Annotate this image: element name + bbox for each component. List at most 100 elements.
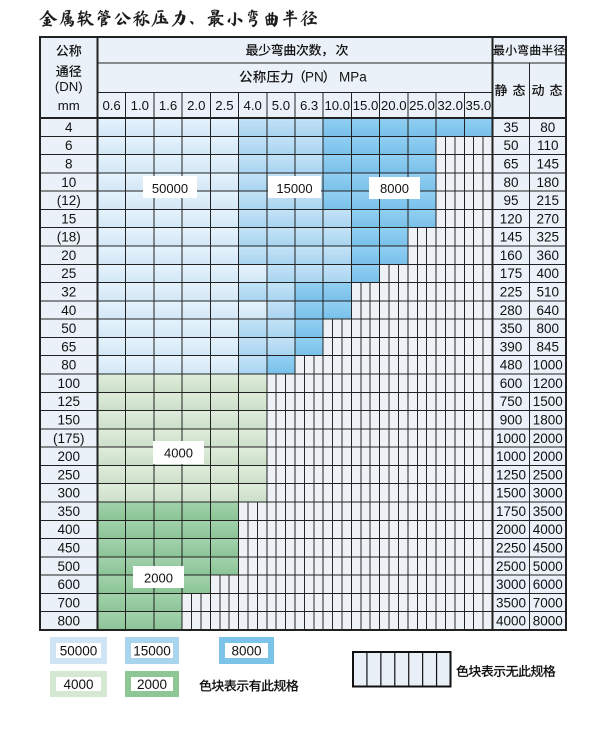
svg-text:2000: 2000 <box>144 570 173 585</box>
svg-text:40: 40 <box>61 303 76 318</box>
svg-text:175: 175 <box>500 266 523 281</box>
svg-text:PN: PN <box>305 70 324 85</box>
svg-text:6.3: 6.3 <box>300 98 318 113</box>
svg-text:32.0: 32.0 <box>437 98 463 113</box>
svg-text:300: 300 <box>57 486 80 501</box>
svg-text:3000: 3000 <box>533 486 563 501</box>
svg-text:2000: 2000 <box>137 677 167 692</box>
svg-text:4000: 4000 <box>63 677 93 692</box>
svg-text:1200: 1200 <box>533 376 563 391</box>
svg-text:15.0: 15.0 <box>353 98 379 113</box>
svg-text:1750: 1750 <box>496 504 526 519</box>
svg-text:5000: 5000 <box>533 559 563 574</box>
svg-text:8: 8 <box>65 157 73 172</box>
svg-text:15000: 15000 <box>276 181 312 196</box>
svg-text:145: 145 <box>536 157 559 172</box>
svg-text:4000: 4000 <box>533 522 563 537</box>
svg-text:6: 6 <box>65 138 73 153</box>
svg-text:20.0: 20.0 <box>381 98 407 113</box>
svg-text:15: 15 <box>61 211 76 226</box>
svg-text:100: 100 <box>57 376 80 391</box>
svg-text:(175): (175) <box>53 431 85 446</box>
svg-text:MPa: MPa <box>339 70 367 85</box>
svg-text:3500: 3500 <box>533 504 563 519</box>
svg-text:1000: 1000 <box>496 449 526 464</box>
svg-text:350: 350 <box>500 321 523 336</box>
svg-text:400: 400 <box>57 522 80 537</box>
svg-text:145: 145 <box>500 230 523 245</box>
svg-text:2000: 2000 <box>533 431 563 446</box>
svg-text:50000: 50000 <box>60 643 98 658</box>
svg-text:6000: 6000 <box>533 577 563 592</box>
svg-text:1.0: 1.0 <box>131 98 149 113</box>
svg-text:600: 600 <box>57 577 80 592</box>
svg-text:270: 270 <box>536 211 559 226</box>
svg-text:4: 4 <box>65 120 73 135</box>
svg-text:3000: 3000 <box>496 577 526 592</box>
svg-text:180: 180 <box>536 175 559 190</box>
svg-text:450: 450 <box>57 541 80 556</box>
svg-text:32: 32 <box>61 285 76 300</box>
svg-text:280: 280 <box>500 303 523 318</box>
svg-text:2500: 2500 <box>496 559 526 574</box>
svg-text:510: 510 <box>536 285 559 300</box>
svg-text:600: 600 <box>500 376 523 391</box>
svg-text:390: 390 <box>500 339 523 354</box>
svg-text:25: 25 <box>61 266 76 281</box>
svg-text:250: 250 <box>57 467 80 482</box>
svg-text:35: 35 <box>503 120 518 135</box>
svg-text:2000: 2000 <box>533 449 563 464</box>
svg-text:800: 800 <box>57 614 80 629</box>
svg-text:4000: 4000 <box>164 446 193 461</box>
svg-text:400: 400 <box>536 266 559 281</box>
svg-text:2500: 2500 <box>533 467 563 482</box>
svg-text:1000: 1000 <box>496 431 526 446</box>
svg-text:2.0: 2.0 <box>187 98 205 113</box>
svg-text:350: 350 <box>57 504 80 519</box>
svg-text:(DN): (DN) <box>55 79 83 94</box>
svg-text:8000: 8000 <box>533 614 563 629</box>
svg-text:50000: 50000 <box>152 181 188 196</box>
svg-text:10.0: 10.0 <box>324 98 350 113</box>
svg-text:200: 200 <box>57 449 80 464</box>
svg-text:4500: 4500 <box>533 541 563 556</box>
svg-text:35.0: 35.0 <box>466 98 492 113</box>
svg-text:8000: 8000 <box>380 181 409 196</box>
svg-text:120: 120 <box>500 211 523 226</box>
svg-text:80: 80 <box>540 120 555 135</box>
svg-text:640: 640 <box>536 303 559 318</box>
svg-text:750: 750 <box>500 394 523 409</box>
svg-text:1.6: 1.6 <box>159 98 177 113</box>
svg-text:1800: 1800 <box>533 413 563 428</box>
svg-text:50: 50 <box>503 138 518 153</box>
svg-text:1250: 1250 <box>496 467 526 482</box>
svg-text:10: 10 <box>61 175 76 190</box>
svg-text:125: 125 <box>57 394 80 409</box>
svg-text:(18): (18) <box>57 230 81 245</box>
svg-text:2000: 2000 <box>496 522 526 537</box>
svg-text:50: 50 <box>61 321 76 336</box>
svg-text:(12): (12) <box>57 193 81 208</box>
svg-text:225: 225 <box>500 285 523 300</box>
svg-text:215: 215 <box>536 193 559 208</box>
svg-text:25.0: 25.0 <box>409 98 435 113</box>
svg-text:7000: 7000 <box>533 595 563 610</box>
svg-text:5.0: 5.0 <box>272 98 290 113</box>
svg-text:80: 80 <box>61 358 76 373</box>
svg-text:360: 360 <box>536 248 559 263</box>
svg-text:8000: 8000 <box>231 643 261 658</box>
svg-text:65: 65 <box>503 157 518 172</box>
svg-text:15000: 15000 <box>133 643 171 658</box>
svg-text:2.5: 2.5 <box>215 98 233 113</box>
svg-text:1000: 1000 <box>533 358 563 373</box>
svg-text:1500: 1500 <box>533 394 563 409</box>
svg-text:900: 900 <box>500 413 523 428</box>
svg-text:3500: 3500 <box>496 595 526 610</box>
svg-text:845: 845 <box>536 339 559 354</box>
svg-text:160: 160 <box>500 248 523 263</box>
svg-text:mm: mm <box>58 98 80 113</box>
svg-text:800: 800 <box>536 321 559 336</box>
svg-text:95: 95 <box>503 193 518 208</box>
svg-text:0.6: 0.6 <box>102 98 120 113</box>
svg-text:325: 325 <box>536 230 559 245</box>
